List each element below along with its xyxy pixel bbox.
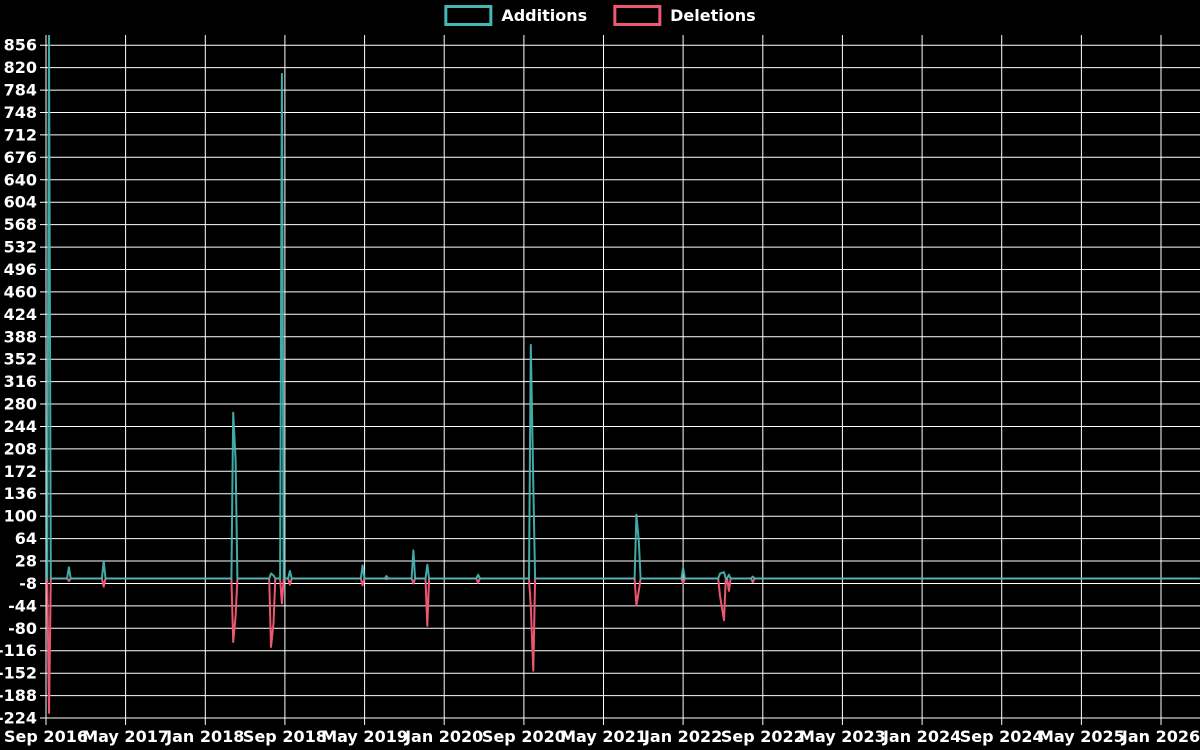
legend-item-additions[interactable]: Additions — [444, 5, 587, 26]
y-tick-label: 316 — [4, 372, 37, 391]
deletions-series-line[interactable] — [46, 577, 1200, 714]
y-tick-label: 352 — [4, 350, 37, 369]
y-tick-label: 748 — [4, 103, 37, 122]
y-tick-label: 28 — [15, 552, 37, 571]
y-tick-label: 280 — [4, 395, 37, 414]
y-tick-label: 244 — [4, 417, 37, 436]
y-tick-label: -188 — [0, 686, 37, 705]
x-tick-label: Sep 2020 — [482, 727, 566, 746]
x-tick-label: Sep 2022 — [721, 727, 805, 746]
x-tick-label: Jan 2018 — [165, 727, 244, 746]
y-tick-label: -152 — [0, 664, 37, 683]
legend: Additions Deletions — [444, 5, 756, 26]
y-tick-label: 712 — [4, 125, 37, 144]
y-tick-label: 136 — [4, 484, 37, 503]
y-tick-label: -44 — [8, 596, 37, 615]
x-tick-label: May 2017 — [82, 727, 169, 746]
x-grid — [45, 35, 1162, 725]
y-tick-label: 64 — [15, 529, 37, 548]
y-axis-labels: 856 820 784 748 712 676 640 604 568 532 496 460 424 3… — [0, 36, 37, 728]
y-tick-label: 820 — [4, 58, 37, 77]
y-tick-label: 568 — [4, 215, 37, 234]
y-tick-label: -80 — [8, 619, 37, 638]
x-tick-label: May 2019 — [321, 727, 408, 746]
x-tick-label: Jan 2024 — [882, 727, 961, 746]
x-tick-label: May 2023 — [799, 727, 886, 746]
additions-series-line[interactable] — [46, 35, 1200, 580]
y-tick-label: -8 — [19, 574, 37, 593]
x-tick-label: Jan 2020 — [404, 727, 483, 746]
y-tick-label: 460 — [4, 282, 37, 301]
y-tick-label: 100 — [4, 507, 37, 526]
y-tick-label: 784 — [4, 81, 37, 100]
y-tick-label: 856 — [4, 36, 37, 55]
y-tick-label: 424 — [4, 305, 37, 324]
x-tick-label: May 2025 — [1038, 727, 1125, 746]
y-tick-label: 172 — [4, 462, 37, 481]
x-tick-label: Sep 2024 — [960, 727, 1044, 746]
y-tick-label: 604 — [4, 193, 37, 212]
deletions-legend-label: Deletions — [670, 5, 756, 25]
y-grid — [40, 44, 1200, 719]
x-tick-label: Jan 2022 — [643, 727, 722, 746]
additions-swatch-icon — [444, 5, 493, 26]
x-tick-label: May 2021 — [560, 727, 647, 746]
deletions-swatch-icon — [613, 5, 662, 26]
legend-item-deletions[interactable]: Deletions — [613, 5, 756, 26]
x-tick-label: Sep 2016 — [4, 727, 88, 746]
x-tick-label: Sep 2018 — [243, 727, 327, 746]
y-tick-label: 388 — [4, 327, 37, 346]
y-tick-label: -224 — [0, 709, 37, 728]
y-tick-label: 208 — [4, 439, 37, 458]
y-tick-label: 640 — [4, 170, 37, 189]
y-tick-label: -116 — [0, 641, 37, 660]
x-tick-label: Jan 2026 — [1121, 727, 1200, 746]
y-tick-label: 676 — [4, 148, 37, 167]
y-tick-label: 496 — [4, 260, 37, 279]
additions-legend-label: Additions — [501, 5, 588, 25]
y-tick-label: 532 — [4, 238, 37, 257]
